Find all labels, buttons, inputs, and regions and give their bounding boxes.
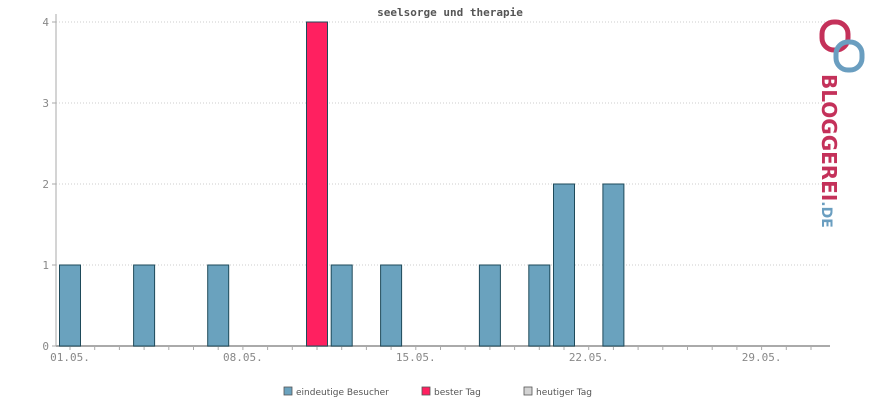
bar xyxy=(207,264,230,347)
bar xyxy=(478,264,501,347)
y-tick-label: 2 xyxy=(42,178,49,191)
logo-suffix: .DE xyxy=(818,201,834,228)
bar xyxy=(528,264,551,347)
legend-swatch xyxy=(421,386,431,396)
x-tick-label: 22.05. xyxy=(569,351,609,364)
bar xyxy=(59,264,81,347)
logo-text: BLOGGEREI xyxy=(817,74,841,201)
bar xyxy=(330,264,353,347)
x-tick-label: 15.05. xyxy=(396,351,436,364)
x-tick-label: 08.05. xyxy=(223,351,263,364)
legend-label: heutiger Tag xyxy=(536,388,592,398)
y-tick-label: 4 xyxy=(42,16,49,29)
grid-lines xyxy=(56,21,830,266)
bar xyxy=(133,264,156,347)
y-tick-label: 3 xyxy=(42,97,49,110)
x-tick-label: 01.05. xyxy=(50,351,90,364)
y-tick-label: 1 xyxy=(42,259,49,272)
legend: eindeutige Besucher bester Tag heutiger Ta… xyxy=(283,386,592,398)
bar xyxy=(380,264,403,347)
bar-best-day xyxy=(306,21,328,347)
bloggerei-logo: BLOGGEREI.DE xyxy=(817,19,865,228)
y-tick-label: 0 xyxy=(42,340,49,353)
legend-label: bester Tag xyxy=(434,388,481,398)
svg-text:BLOGGEREI.DE: BLOGGEREI.DE xyxy=(817,74,841,228)
legend-label: eindeutige Besucher xyxy=(296,388,389,398)
legend-swatch xyxy=(283,386,293,396)
bar xyxy=(553,183,575,347)
logo-mark-icon xyxy=(819,19,865,73)
x-tick-label: 29.05. xyxy=(742,351,782,364)
y-axis: 0 1 2 3 4 xyxy=(42,14,57,353)
chart-title: seelsorge und therapie xyxy=(377,6,523,19)
x-axis: 01.05. 08.05. 15.05. 22.05. 29.05. xyxy=(50,345,830,364)
bar xyxy=(602,183,625,347)
bars-group xyxy=(59,21,625,347)
legend-swatch xyxy=(523,386,533,396)
